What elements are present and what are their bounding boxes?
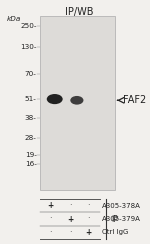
Text: ·: ·	[69, 228, 71, 237]
Text: 16-: 16-	[25, 161, 37, 167]
Text: +: +	[47, 201, 54, 210]
Bar	[40, 16, 115, 190]
Text: 51-: 51-	[25, 96, 37, 102]
Text: +: +	[85, 228, 92, 237]
Text: +: +	[67, 214, 73, 224]
Text: Ctrl IgG: Ctrl IgG	[102, 229, 128, 235]
Text: ·: ·	[87, 201, 90, 210]
Text: 38-: 38-	[25, 115, 37, 121]
Ellipse shape	[70, 96, 83, 105]
Ellipse shape	[47, 94, 63, 104]
Text: 250-: 250-	[20, 22, 37, 29]
Text: IP/WB: IP/WB	[65, 7, 93, 17]
Text: IP: IP	[111, 214, 118, 224]
Text: ·: ·	[87, 214, 90, 224]
Text: 19-: 19-	[25, 152, 37, 158]
Text: ·: ·	[49, 228, 52, 237]
Text: A305-379A: A305-379A	[102, 216, 141, 222]
Text: FAF2: FAF2	[123, 95, 146, 105]
Text: ·: ·	[69, 201, 71, 210]
Text: kDa: kDa	[7, 16, 21, 22]
Text: 130-: 130-	[20, 44, 37, 50]
Text: A305-378A: A305-378A	[102, 203, 141, 209]
Text: 28-: 28-	[25, 135, 37, 141]
Text: 70-: 70-	[25, 71, 37, 77]
Text: ·: ·	[49, 214, 52, 224]
